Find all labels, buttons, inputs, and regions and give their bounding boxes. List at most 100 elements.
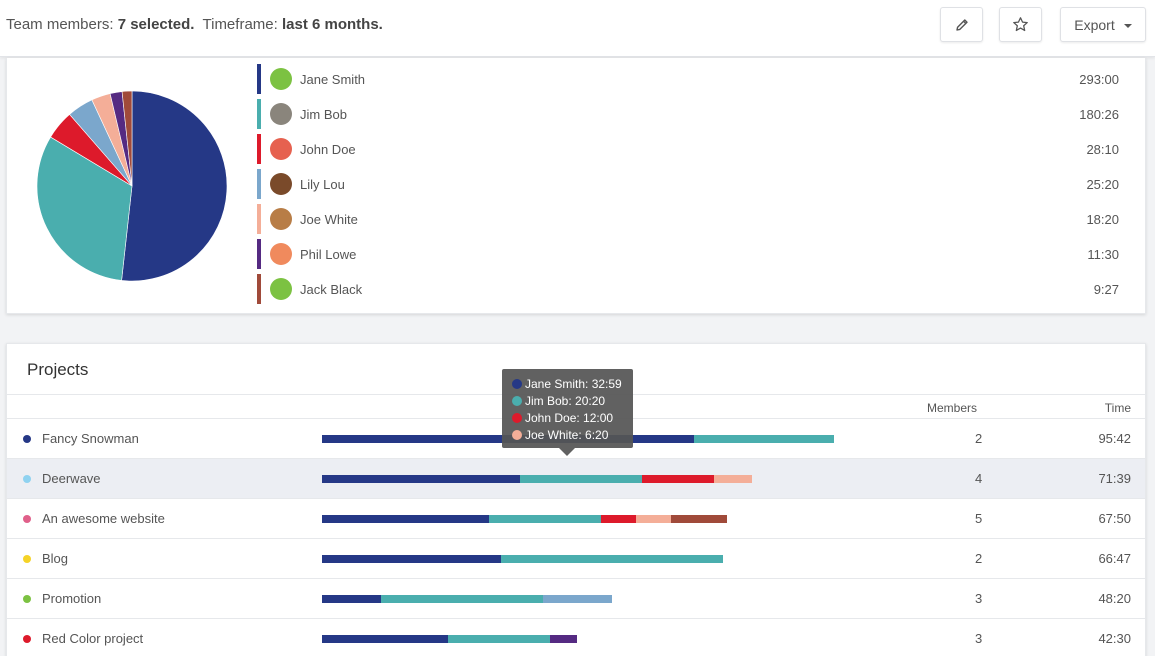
member-row[interactable]: Phil Lowe 11:30 [257,239,1119,269]
avatar [270,208,292,230]
pie-slice-jim-bob[interactable] [37,136,133,281]
project-color-dot [23,475,31,483]
member-color-bar [257,239,261,269]
member-color-bar [257,134,261,164]
member-name: Joe White [300,212,358,227]
avatar [270,103,292,125]
tooltip-text: Jane Smith: 32:59 [525,376,622,391]
member-color-bar [257,64,261,94]
member-row[interactable]: John Doe 28:10 [257,134,1119,164]
tooltip-text: John Doe: 12:00 [525,410,614,425]
member-color-bar [257,274,261,304]
member-time: 11:30 [1087,247,1119,262]
tooltip-color-dot [512,395,522,406]
project-time-bar[interactable] [322,475,752,483]
bar-segment-phil-lowe[interactable] [550,635,577,643]
tooltip-arrow [559,448,575,456]
member-name: Jane Smith [300,72,366,87]
tooltip-line: Joe White: 6:20 [512,426,633,443]
edit-button[interactable] [940,7,983,42]
bar-segment-jim-bob[interactable] [500,555,723,563]
member-row[interactable]: Joe White 18:20 [257,204,1119,234]
table-row[interactable]: Deerwave 4 71:39 [7,459,1145,499]
table-row[interactable]: Blog 2 66:47 [7,539,1145,579]
member-name: Jim Bob [300,107,347,122]
bar-segment-john-doe[interactable] [641,475,714,483]
bar-tooltip: Jane Smith: 32:59 Jim Bob: 20:20 John Doe:… [502,369,633,448]
bar-segment-jim-bob[interactable] [381,595,544,603]
project-color-dot [23,515,31,523]
project-time: 66:47 [1098,551,1131,566]
members-panel: Jane Smith 293:00 Jim Bob 180:26 John Doe 28:… [6,58,1146,314]
export-dropdown-button[interactable]: Export [1060,7,1146,42]
bar-segment-jim-bob[interactable] [488,515,601,523]
member-row[interactable]: Jane Smith 293:00 [257,64,1119,94]
bar-segment-jack-black[interactable] [670,515,727,523]
bar-segment-jane-smith[interactable] [322,555,501,563]
export-label: Export [1074,16,1115,33]
bar-segment-joe-white[interactable] [636,515,671,523]
bar-segment-jim-bob[interactable] [694,435,834,443]
caret-down-icon [1123,23,1132,28]
member-time: 18:20 [1086,212,1119,227]
avatar [270,68,292,90]
pie-slice-jack-black[interactable] [121,91,133,187]
project-time: 67:50 [1098,511,1131,526]
timeframe-value[interactable]: last 6 months. [281,16,383,33]
project-time-bar[interactable] [322,515,727,523]
members-pie-chart [37,91,227,281]
project-name: Fancy Snowman [42,431,139,446]
project-members-count: 2 [975,431,983,446]
column-header-time[interactable]: Time [1104,401,1131,415]
project-name: Red Color project [42,631,144,646]
project-time-bar[interactable] [322,555,723,563]
project-time: 71:39 [1098,471,1131,486]
member-name: John Doe [300,142,356,157]
project-time: 95:42 [1098,431,1131,446]
top-bar: Team members: 7 selected. Timeframe: las… [0,0,1155,57]
pencil-icon [955,18,968,31]
avatar [270,138,292,160]
bar-segment-jane-smith[interactable] [322,635,448,643]
table-row[interactable]: Red Color project 3 42:30 [7,619,1145,656]
favorite-button[interactable] [999,7,1042,42]
project-color-dot [23,435,31,443]
member-row[interactable]: Jack Black 9:27 [257,274,1119,304]
project-time: 42:30 [1098,631,1131,646]
project-time-bar[interactable] [322,595,612,603]
bar-segment-john-doe[interactable] [600,515,637,523]
project-name: Blog [42,551,69,566]
member-name: Jack Black [300,282,363,297]
project-members-count: 5 [975,511,983,526]
pie-slice-jane-smith[interactable] [121,91,227,281]
member-row[interactable]: Lily Lou 25:20 [257,169,1119,199]
bar-segment-lily-lou[interactable] [543,595,612,603]
column-header-members[interactable]: Members [927,401,978,415]
projects-title: Projects [27,360,89,379]
bar-segment-jane-smith[interactable] [322,595,382,603]
project-members-count: 4 [975,471,983,486]
filter-summary: Team members: 7 selected. Timeframe: las… [6,16,383,33]
project-time: 48:20 [1098,591,1131,606]
avatar [270,173,292,195]
tooltip-line: Jim Bob: 20:20 [512,392,633,409]
project-members-count: 3 [975,631,983,646]
member-time: 180:26 [1079,107,1119,122]
project-time-bar[interactable] [322,635,577,643]
table-row[interactable]: An awesome website 5 67:50 [7,499,1145,539]
timeframe-label: Timeframe: [202,16,278,33]
bar-segment-jim-bob[interactable] [519,475,642,483]
tooltip-line: Jane Smith: 32:59 [512,375,633,392]
table-row[interactable]: Promotion 3 48:20 [7,579,1145,619]
project-color-dot [23,635,31,643]
bar-segment-jane-smith[interactable] [322,515,489,523]
member-row[interactable]: Jim Bob 180:26 [257,99,1119,129]
avatar [270,243,292,265]
bar-segment-jane-smith[interactable] [322,475,520,483]
members-value[interactable]: 7 selected. [117,16,195,33]
bar-segment-joe-white[interactable] [713,475,752,483]
member-time: 25:20 [1086,177,1119,192]
member-time: 28:10 [1086,142,1119,157]
member-time: 9:27 [1093,282,1119,297]
bar-segment-jim-bob[interactable] [448,635,550,643]
